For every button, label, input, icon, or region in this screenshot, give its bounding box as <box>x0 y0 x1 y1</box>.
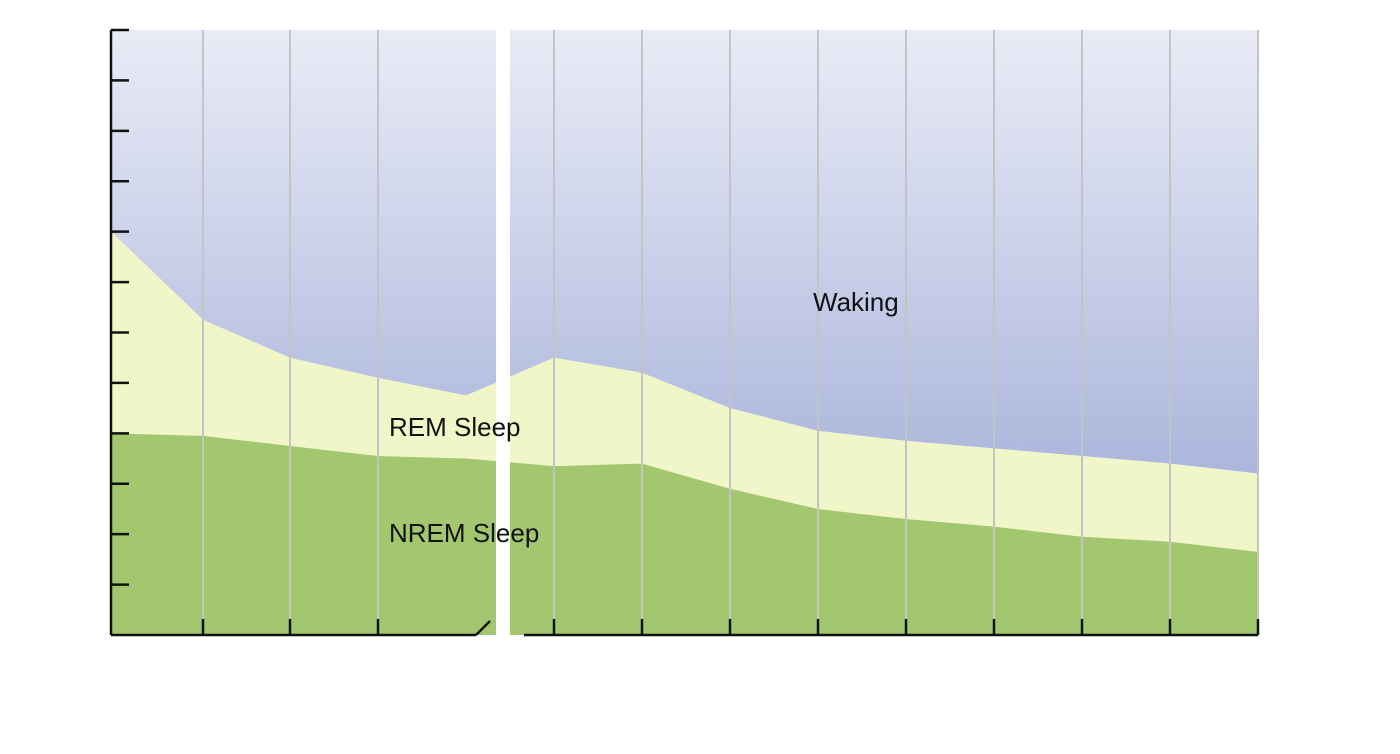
waking-area <box>111 30 1258 474</box>
nrem-sleep-area <box>111 433 1258 635</box>
rem-sleep-label: REM Sleep <box>389 412 521 442</box>
grid-layer <box>202 30 1259 635</box>
nrem-sleep-label: NREM Sleep <box>389 518 539 548</box>
label-layer: NREM Sleep REM Sleep Waking <box>389 287 899 548</box>
area-layer <box>111 30 1258 661</box>
waking-label: Waking <box>813 287 899 317</box>
rem-sleep-area <box>111 231 1258 552</box>
axis-layer <box>109 28 1260 637</box>
axis-break-gap <box>496 30 510 661</box>
axis-break-mark <box>475 620 491 636</box>
